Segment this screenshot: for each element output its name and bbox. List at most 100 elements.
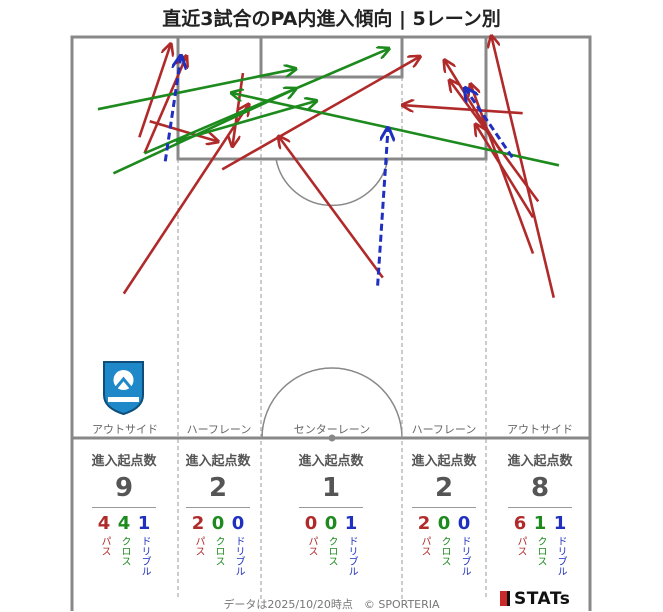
lane-breakdown: 4 パス 4 クロス 1 ドリブル (74, 514, 174, 580)
breakdown-cross-label: クロス (439, 536, 450, 566)
stats-mark-icon (500, 591, 510, 606)
lane-stats-4: 進入起点数 8 6 パス 1 クロス 1 ドリブル (490, 450, 590, 580)
breakdown-cross-label: クロス (119, 536, 130, 566)
dribble-arrow-20 (466, 89, 514, 159)
dribble-arrow-18 (163, 57, 181, 162)
lane-stats-2: 進入起点数 1 0 パス 0 クロス 1 ドリブル (281, 450, 381, 580)
breakdown-cross: 0 クロス (208, 514, 228, 570)
breakdown-dribble-label: ドリブル (346, 536, 357, 576)
breakdown-cross: 4 クロス (114, 514, 134, 570)
breakdown-cross: 0 クロス (434, 514, 454, 570)
breakdown-pass: 0 パス (301, 514, 321, 560)
breakdown-dribble: 0 ドリブル (454, 514, 474, 580)
breakdown-dribble-count: 1 (137, 513, 151, 534)
lane-stats-1: 進入起点数 2 2 パス 0 クロス 0 ドリブル (168, 450, 268, 580)
lane-stat-label: 進入起点数 (298, 454, 364, 469)
brand-text: STATs (514, 589, 571, 609)
breakdown-pass-label: パス (99, 536, 110, 556)
pass-arrow-5 (279, 137, 384, 279)
divider (508, 507, 572, 508)
pass-arrow-6 (233, 72, 245, 145)
breakdown-cross-label: クロス (535, 536, 546, 566)
lane-stats-3: 進入起点数 2 2 パス 0 クロス 0 ドリブル (394, 450, 494, 580)
breakdown-pass: 4 パス (94, 514, 114, 560)
lane-stat-label: 進入起点数 (507, 454, 573, 469)
breakdown-dribble-count: 1 (553, 513, 567, 534)
breakdown-pass-label: パス (515, 536, 526, 556)
breakdown-cross-count: 0 (324, 513, 338, 534)
lane-label-center: センターレーン (293, 423, 371, 436)
breakdown-pass-count: 0 (304, 513, 318, 534)
breakdown-cross-count: 0 (211, 513, 225, 534)
goal-area (259, 35, 404, 79)
breakdown-dribble: 1 ドリブル (341, 514, 361, 580)
club-badge-icon (103, 361, 144, 416)
breakdown-dribble: 1 ドリブル (550, 514, 570, 580)
lane-label-left-outside: アウトサイド (92, 423, 158, 436)
lane-label-left-halfspace: ハーフレーン (186, 423, 252, 436)
pass-arrow-10 (492, 37, 556, 298)
lane-stat-label: 進入起点数 (185, 454, 251, 469)
lane-breakdown: 6 パス 1 クロス 1 ドリブル (490, 514, 590, 580)
pass-arrow-12 (476, 125, 535, 219)
lane-label-right-halfspace: ハーフレーン (411, 423, 477, 436)
breakdown-cross: 0 クロス (321, 514, 341, 570)
chart-title: 直近3試合のPA内進入傾向 | 5レーン別 (162, 8, 501, 30)
pass-arrow-0 (122, 105, 248, 295)
breakdown-dribble: 1 ドリブル (134, 514, 154, 580)
lane-stat-label: 進入起点数 (411, 454, 477, 469)
lane-total: 1 (321, 473, 341, 503)
lane-stats-0: 進入起点数 9 4 パス 4 クロス 1 ドリブル (74, 450, 174, 580)
breakdown-dribble-count: 0 (457, 513, 471, 534)
divider (299, 507, 363, 508)
breakdown-dribble-label: ドリブル (459, 536, 470, 576)
lane-stat-label: 進入起点数 (91, 454, 157, 469)
lane-breakdown: 0 パス 0 クロス 1 ドリブル (281, 514, 381, 580)
breakdown-dribble-label: ドリブル (233, 536, 244, 576)
pass-arrow-7 (404, 105, 523, 115)
breakdown-pass-count: 2 (191, 513, 205, 534)
lane-total: 9 (114, 473, 134, 503)
breakdown-cross: 1 クロス (530, 514, 550, 570)
divider (186, 507, 250, 508)
divider (412, 507, 476, 508)
breakdown-pass-count: 6 (513, 513, 527, 534)
breakdown-dribble-label: ドリブル (139, 536, 150, 576)
entry-arrows (97, 37, 560, 298)
breakdown-pass-label: パス (306, 536, 317, 556)
divider (92, 507, 156, 508)
lane-breakdown: 2 パス 0 クロス 0 ドリブル (168, 514, 268, 580)
breakdown-cross-count: 4 (117, 513, 131, 534)
data-footer: データは2025/10/20時点 © SPORTERIA (223, 598, 440, 611)
cross-arrow-15 (175, 101, 316, 143)
pass-arrow-3 (149, 119, 217, 141)
breakdown-dribble-label: ドリブル (555, 536, 566, 576)
lane-breakdown: 2 パス 0 クロス 0 ドリブル (394, 514, 494, 580)
breakdown-dribble-count: 1 (344, 513, 358, 534)
stats-logo: STATs (500, 589, 570, 609)
breakdown-cross-count: 1 (533, 513, 547, 534)
center-spot (328, 434, 336, 442)
center-circle (261, 367, 403, 439)
lane-total: 2 (434, 473, 454, 503)
breakdown-dribble-count: 0 (231, 513, 245, 534)
pass-arrow-1 (138, 45, 170, 138)
breakdown-dribble: 0 ドリブル (228, 514, 248, 580)
breakdown-cross-label: クロス (213, 536, 224, 566)
breakdown-pass-count: 4 (97, 513, 111, 534)
breakdown-pass-label: パス (419, 536, 430, 556)
lane-total: 2 (208, 473, 228, 503)
breakdown-cross-label: クロス (326, 536, 337, 566)
breakdown-pass-count: 2 (417, 513, 431, 534)
cross-arrow-13 (97, 69, 295, 111)
lane-total: 8 (530, 473, 550, 503)
breakdown-cross-count: 0 (437, 513, 451, 534)
pass-arrow-9 (450, 81, 540, 203)
penalty-arc (275, 158, 389, 207)
breakdown-pass: 2 パス (188, 514, 208, 560)
cross-arrow-17 (233, 93, 560, 167)
dribble-arrow-19 (376, 129, 388, 286)
lane-label-right-outside: アウトサイド (507, 423, 573, 436)
breakdown-pass: 6 パス (510, 514, 530, 560)
